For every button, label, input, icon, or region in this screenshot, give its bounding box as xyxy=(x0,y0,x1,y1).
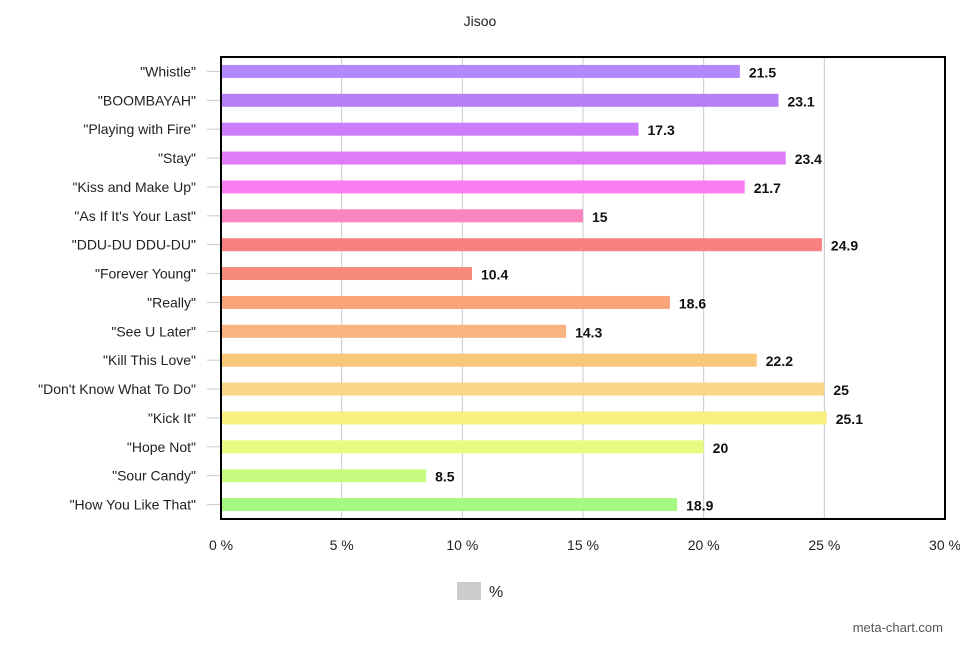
credit-text[interactable]: meta-chart.com xyxy=(853,620,943,635)
bars-layer xyxy=(221,64,827,512)
x-tick-label: 0 % xyxy=(209,537,233,553)
bar[interactable] xyxy=(221,353,757,367)
bar-value-label: 23.4 xyxy=(795,151,822,167)
bar[interactable] xyxy=(221,411,827,425)
bar[interactable] xyxy=(221,382,825,396)
bar-value-label: 25.1 xyxy=(836,411,863,427)
category-label: "DDU-DU DDU-DU" xyxy=(72,237,196,253)
bar-value-label: 18.6 xyxy=(679,295,706,311)
x-tick-label: 15 % xyxy=(567,537,599,553)
category-label: "Whistle" xyxy=(140,63,196,79)
category-label: "Really" xyxy=(147,294,196,310)
category-label: "Kill This Love" xyxy=(103,352,196,368)
bar[interactable] xyxy=(221,440,704,454)
x-tick-label: 5 % xyxy=(330,537,354,553)
x-axis-ticks: 0 % 5 % 10 % 15 % 20 % 25 % 30 % xyxy=(209,537,960,553)
bar[interactable] xyxy=(221,209,583,223)
bar[interactable] xyxy=(221,267,472,281)
x-tick-label: 10 % xyxy=(446,537,478,553)
bar-value-label: 22.2 xyxy=(766,353,793,369)
bar-value-label: 21.7 xyxy=(754,180,781,196)
bar[interactable] xyxy=(221,238,822,252)
category-label: "Kiss and Make Up" xyxy=(72,179,196,195)
x-tick-label: 25 % xyxy=(808,537,840,553)
category-label: "As If It's Your Last" xyxy=(74,208,196,224)
bar-value-label: 10.4 xyxy=(481,267,508,283)
bar-value-label: 20 xyxy=(713,440,729,456)
category-label: "Sour Candy" xyxy=(112,468,196,484)
category-label: "Hope Not" xyxy=(127,439,196,455)
bar[interactable] xyxy=(221,93,779,107)
bar-value-label: 23.1 xyxy=(787,93,814,109)
labels-layer: "Whistle" 21.5 "BOOMBAYAH" 23.1 "Playing wit… xyxy=(38,63,863,513)
bar[interactable] xyxy=(221,324,567,338)
plot-frame xyxy=(220,56,946,520)
bar[interactable] xyxy=(221,469,427,483)
bar[interactable] xyxy=(221,151,786,165)
bar-value-label: 8.5 xyxy=(435,469,455,485)
legend[interactable]: % xyxy=(457,582,503,601)
category-label: "Kick It" xyxy=(148,410,196,426)
chart-title: Jisoo xyxy=(464,13,497,29)
category-label: "How You Like That" xyxy=(70,497,196,513)
bar-value-label: 24.9 xyxy=(831,238,858,254)
bar[interactable] xyxy=(221,122,639,136)
bar-value-label: 21.5 xyxy=(749,64,776,80)
category-label: "See U Later" xyxy=(111,323,196,339)
category-label: "BOOMBAYAH" xyxy=(98,92,196,108)
category-label: "Don't Know What To Do" xyxy=(38,381,196,397)
category-label: "Stay" xyxy=(158,150,196,166)
bar-value-label: 15 xyxy=(592,209,608,225)
bar-value-label: 17.3 xyxy=(648,122,675,138)
bar-value-label: 18.9 xyxy=(686,498,713,514)
bar[interactable] xyxy=(221,498,678,512)
legend-swatch[interactable] xyxy=(457,582,481,600)
bar[interactable] xyxy=(221,295,670,309)
bar[interactable] xyxy=(221,64,740,78)
x-tick-label: 20 % xyxy=(688,537,720,553)
bar-value-label: 25 xyxy=(833,382,849,398)
bar[interactable] xyxy=(221,180,745,194)
bar-value-label: 14.3 xyxy=(575,324,602,340)
legend-label[interactable]: % xyxy=(489,584,503,601)
category-label: "Forever Young" xyxy=(95,266,196,282)
category-label: "Playing with Fire" xyxy=(83,121,196,137)
x-tick-label: 30 % xyxy=(929,537,960,553)
